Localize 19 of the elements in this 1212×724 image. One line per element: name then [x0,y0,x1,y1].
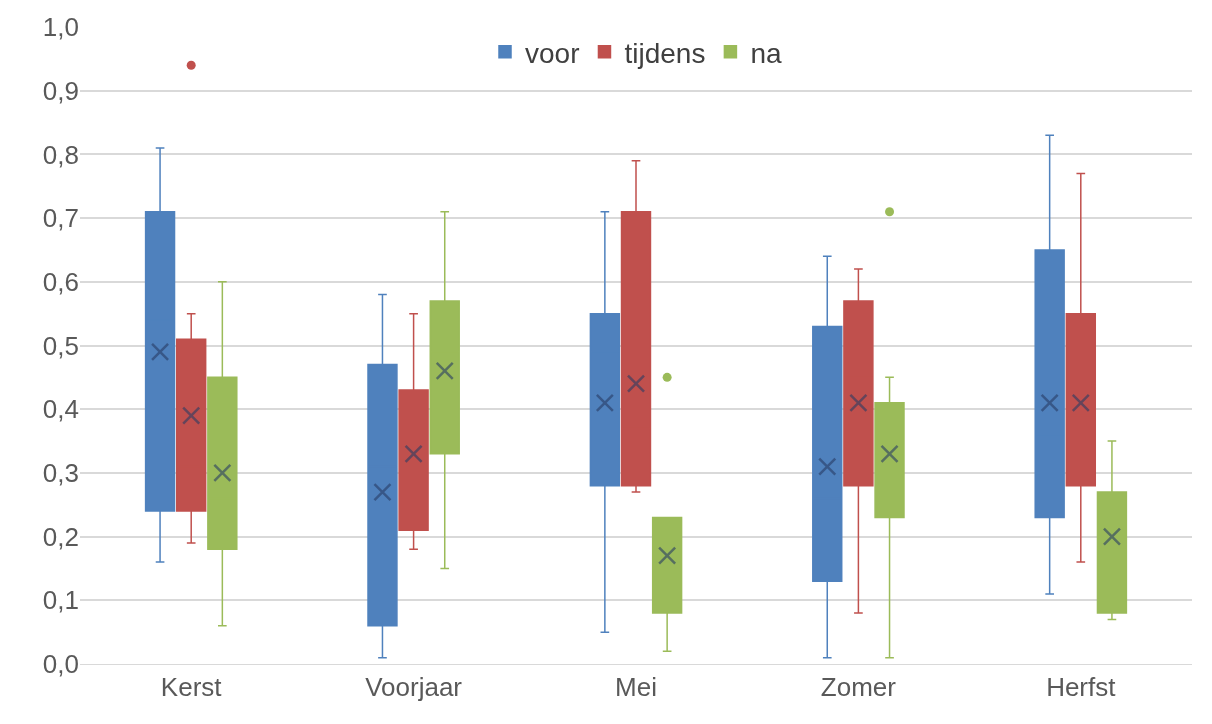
x-tick-label: Zomer [820,672,897,703]
y-tick-label: 0,6 [42,266,79,297]
x-tick-label: Herfst [1046,672,1117,703]
x-tick-label: Mei [615,672,657,703]
y-tick-label: 0,8 [42,139,79,170]
y-tick-label: 1,0 [42,12,79,43]
legend-label: na [750,37,782,69]
y-tick-label: 0,4 [42,394,79,425]
y-tick-label: 0,0 [42,649,79,680]
y-tick-label: 0,3 [42,458,79,488]
legend-label: tijdens [624,37,706,69]
y-tick-label: 0,2 [42,521,79,552]
x-tick-label: Voorjaar [365,672,463,703]
y-tick-label: 0,9 [42,75,79,106]
y-tick-label: 0,5 [42,330,79,361]
y-tick-label: 0,7 [42,203,79,234]
legend-label: voor [525,37,580,69]
y-tick-label: 0,1 [42,585,79,616]
x-tick-label: Kerst [160,672,223,703]
